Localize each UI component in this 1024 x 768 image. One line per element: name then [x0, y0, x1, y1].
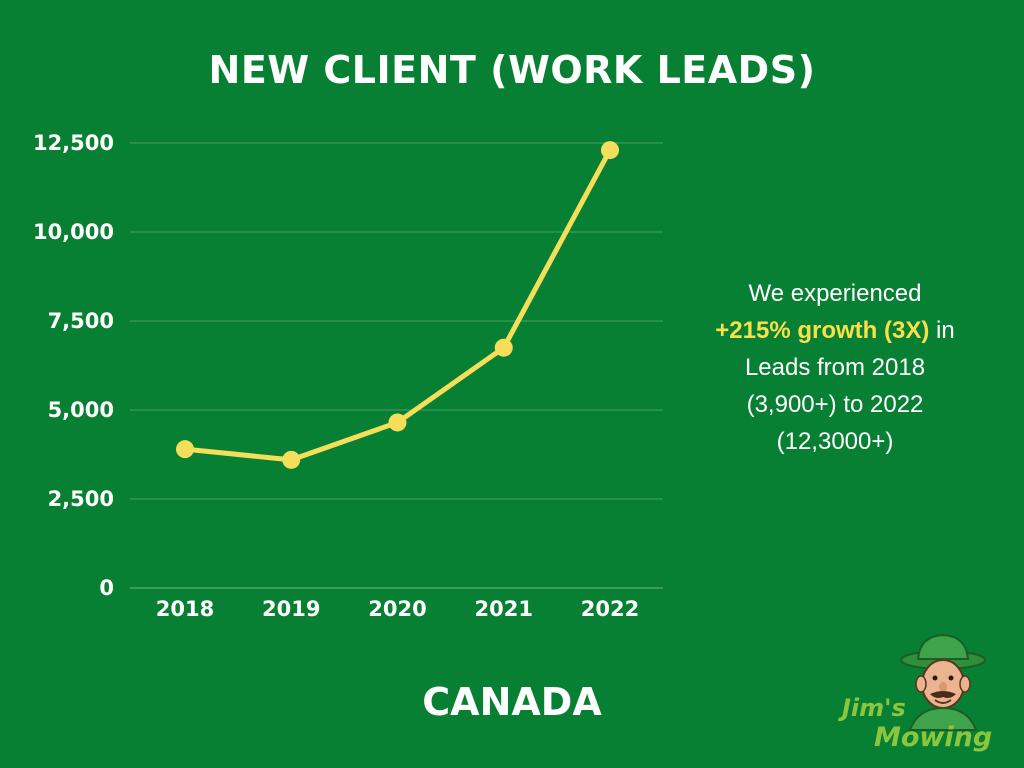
data-point — [282, 450, 301, 469]
x-tick-label: 2022 — [581, 597, 639, 621]
data-point — [176, 440, 194, 459]
annotation-line-1: We experienced — [748, 280, 922, 307]
logo-text-mowing: Mowing — [874, 722, 992, 753]
series-line — [182, 147, 613, 463]
x-tick-label: 2021 — [475, 597, 533, 621]
growth-annotation: We experienced +215% growth (3X) in Lead… — [690, 275, 980, 460]
y-tick-label: 7,500 — [48, 309, 114, 333]
data-point — [601, 141, 619, 160]
data-point — [388, 413, 407, 432]
annotation-line-5: (12,3000+) — [776, 428, 894, 455]
annotation-line-4: (3,900+) to 2022 — [746, 391, 924, 418]
x-tick-label: 2020 — [368, 597, 426, 621]
region-label: CANADA — [422, 680, 602, 724]
y-tick-label: 12,500 — [33, 131, 114, 155]
x-axis-ticks: 2018 2019 2020 2021 2022 — [156, 597, 639, 621]
data-point — [494, 338, 513, 357]
page-title: NEW CLIENT (WORK LEADS) — [208, 48, 816, 92]
y-tick-label: 0 — [99, 576, 114, 600]
y-tick-label: 10,000 — [33, 220, 114, 244]
annotation-line-2: +215% growth (3X) in — [690, 312, 980, 349]
grid-lines — [130, 142, 663, 589]
mascot-face-icon — [900, 633, 986, 731]
y-axis-ticks: 0 2,500 5,000 7,500 10,000 12,500 — [33, 131, 114, 600]
series-layer — [176, 141, 619, 469]
x-tick-label: 2019 — [262, 597, 320, 621]
y-tick-label: 2,500 — [48, 487, 114, 511]
annotation-line-3: Leads from 2018 — [744, 354, 926, 381]
y-tick-label: 5,000 — [48, 398, 114, 422]
x-tick-label: 2018 — [156, 597, 214, 621]
annotation-line-2-suffix: in — [929, 317, 955, 344]
growth-highlight: +215% growth (3X) — [715, 317, 930, 344]
logo-text-jims: Jim's — [838, 694, 906, 722]
jims-mowing-logo: Jim's Mowing — [838, 633, 992, 753]
